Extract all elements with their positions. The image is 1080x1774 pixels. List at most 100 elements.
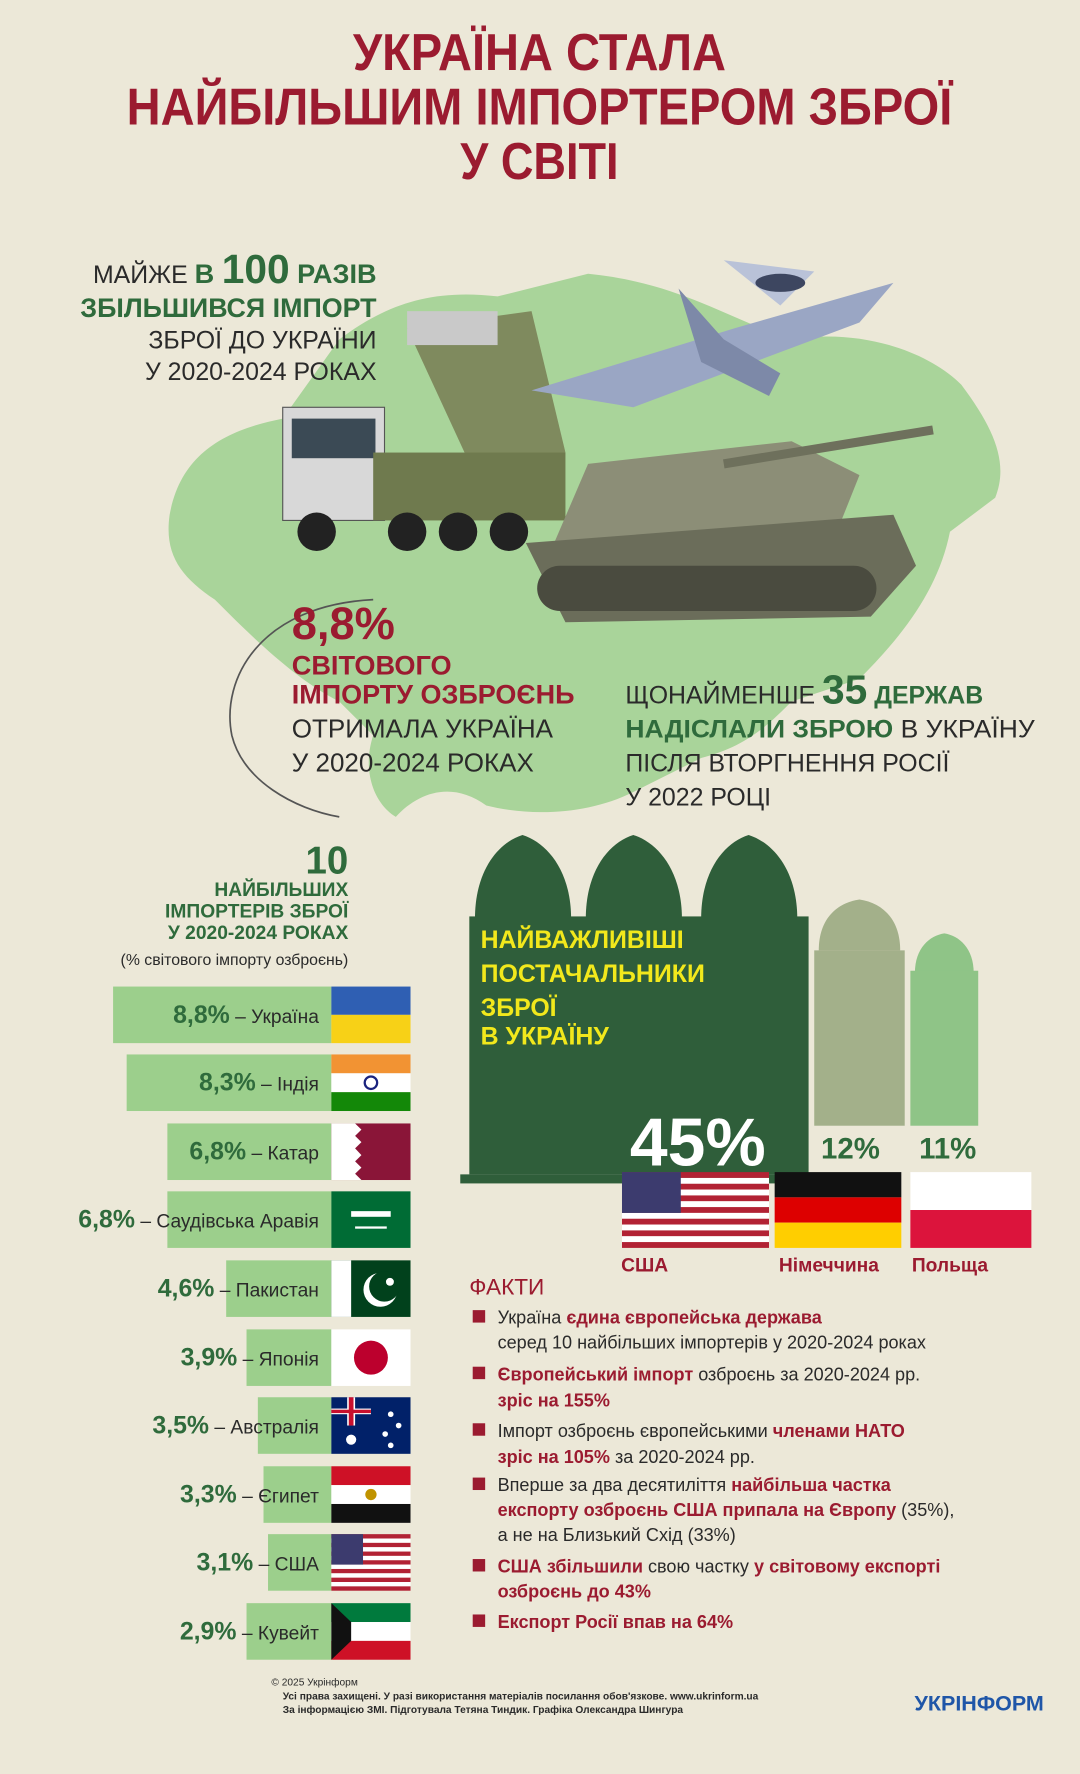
flag-kw bbox=[331, 1603, 411, 1660]
fact-text: США збільшили свою частку у світовому ек… bbox=[498, 1557, 941, 1577]
fact-text: зріс на 155% bbox=[498, 1390, 610, 1410]
flag-part bbox=[621, 1224, 770, 1231]
fact-text-part: серед 10 найбільших імпортерів у 2020-20… bbox=[498, 1333, 926, 1353]
row-label-part: – Індія bbox=[256, 1075, 319, 1096]
flag-part bbox=[621, 1172, 681, 1213]
supplier-share: 11% bbox=[919, 1133, 976, 1166]
suppliers-title-part: ПОСТАЧАЛЬНИКИ bbox=[481, 960, 705, 988]
fact-text: Імпорт озброєнь європейськими членами НА… bbox=[498, 1421, 905, 1441]
states-text: ПІСЛЯ ВТОРГНЕННЯ РОСІЇ bbox=[625, 750, 949, 778]
fact-text-part: Експорт Росії впав на 64% bbox=[498, 1612, 734, 1632]
supplier-country: Польща bbox=[912, 1256, 989, 1277]
fact-text-part: Європейський імпорт bbox=[498, 1364, 694, 1384]
top10-title-part: НАЙБІЛЬШИХ bbox=[214, 879, 348, 901]
flag-qa bbox=[331, 1123, 411, 1181]
row-label: 3,3% – Єгипет bbox=[180, 1480, 319, 1508]
share-text: ІМПОРТУ ОЗБРОЄНЬ bbox=[292, 679, 575, 710]
row-label: 8,8% – Україна bbox=[173, 1001, 319, 1029]
flag-part bbox=[331, 1092, 411, 1112]
flag-part bbox=[910, 1172, 1032, 1211]
footer-logo: УКРІНФОРМ bbox=[915, 1692, 1044, 1716]
supplier-shells bbox=[460, 834, 979, 1184]
flag-part bbox=[385, 1277, 394, 1286]
row-label-part: 8,3% bbox=[199, 1069, 256, 1097]
row-bar bbox=[226, 1260, 332, 1317]
share-text-part: ІМПОРТУ ОЗБРОЄНЬ bbox=[292, 679, 575, 710]
top10-title: ІМПОРТЕРІВ ЗБРОЇ bbox=[165, 902, 349, 923]
row-bar bbox=[167, 1191, 332, 1248]
flag-part bbox=[331, 1547, 411, 1552]
flag-part bbox=[331, 1640, 411, 1660]
growth-text-part: ЗБРОЇ ДО УКРАЇНИ bbox=[148, 326, 376, 354]
flag-part bbox=[621, 1212, 770, 1219]
fact-text: Експорт Росії впав на 64% bbox=[498, 1612, 734, 1632]
title-part: У СВІТІ bbox=[460, 133, 618, 191]
growth-text: МАЙЖЕ В 100 РАЗІВ bbox=[93, 246, 377, 292]
suppliers-title-part: В УКРАЇНУ bbox=[481, 1022, 610, 1050]
suppliers-title: НАЙВАЖЛИВІШІ bbox=[481, 924, 684, 954]
flag-part bbox=[331, 1123, 362, 1181]
flag-part bbox=[621, 1201, 770, 1208]
flag-in bbox=[331, 1054, 411, 1112]
fact-text-part: а не на Близький Схід (33%) bbox=[498, 1525, 736, 1545]
flag-part bbox=[365, 1077, 377, 1088]
share-value: 8,8% bbox=[292, 598, 395, 649]
fact-bullet bbox=[472, 1559, 486, 1572]
suppliers-title-part: НАЙВАЖЛИВІШІ bbox=[481, 924, 684, 954]
growth-text-part: У 2020-2024 РОКАХ bbox=[145, 358, 377, 386]
flag-sa bbox=[331, 1191, 411, 1248]
fact-text-part: зріс на 105% bbox=[498, 1447, 610, 1467]
flag-part bbox=[331, 1014, 411, 1044]
share-text: СВІТОВОГО bbox=[292, 649, 452, 680]
fact-bullet bbox=[472, 1477, 486, 1491]
share-value-part: 8,8% bbox=[292, 598, 395, 649]
supplier-share-part: 11% bbox=[919, 1133, 976, 1166]
row-label: 3,5% – Австралія bbox=[152, 1411, 319, 1439]
row-label-part: 8,8% bbox=[173, 1001, 230, 1029]
top10-count-part: 10 bbox=[306, 839, 349, 882]
growth-text-part: В bbox=[195, 258, 222, 289]
row-bar bbox=[263, 1466, 332, 1523]
row-label-part: – Саудівська Аравія bbox=[135, 1212, 319, 1233]
footer-text-part: © 2025 Укрінформ bbox=[271, 1677, 357, 1689]
flag-part bbox=[331, 1534, 411, 1539]
flag-part bbox=[621, 1189, 770, 1196]
flag-part bbox=[331, 1568, 411, 1574]
flag-part bbox=[331, 1603, 352, 1660]
flag-part bbox=[351, 1211, 391, 1217]
fighter-jet bbox=[531, 260, 894, 408]
flag-part bbox=[774, 1172, 902, 1198]
shell bbox=[474, 834, 572, 919]
row-label-part: – Катар bbox=[246, 1144, 319, 1165]
row-label-part: 3,3% bbox=[180, 1480, 237, 1508]
share-text-part: СВІТОВОГО bbox=[292, 649, 452, 680]
fact-text-part: США збільшили bbox=[498, 1557, 643, 1577]
row-label-part: – Єгипет bbox=[237, 1486, 319, 1507]
row-bar bbox=[268, 1534, 332, 1591]
fact-text-part: найбільша частка bbox=[731, 1475, 891, 1495]
row-label: 3,1% – США bbox=[197, 1548, 320, 1576]
fact-text-part: за 2020-2024 рр. bbox=[610, 1447, 755, 1467]
flag-part bbox=[331, 1466, 411, 1486]
flag-part bbox=[621, 1236, 770, 1243]
fact-text-part: озброєнь до 43% bbox=[498, 1582, 651, 1602]
row-label-part: – Пакистан bbox=[214, 1281, 318, 1302]
supplier-share: 12% bbox=[821, 1133, 880, 1166]
fact-text-part: Імпорт озброєнь європейськими bbox=[498, 1421, 773, 1441]
missile-truck bbox=[282, 311, 566, 551]
row-bar bbox=[167, 1123, 332, 1181]
fact-text-part: експорту озброєнь США припала на Європу bbox=[498, 1500, 897, 1520]
growth-text: ЗБІЛЬШИВСЯ ІМПОРТ bbox=[80, 292, 377, 323]
supplier-country-part: Польща bbox=[912, 1256, 989, 1277]
flag-part bbox=[621, 1218, 770, 1225]
flag-part bbox=[331, 1577, 411, 1583]
supplier-share: 45% bbox=[630, 1105, 766, 1180]
row-label-part: 4,6% bbox=[158, 1275, 215, 1303]
title: УКРАЇНА СТАЛА bbox=[353, 24, 726, 82]
top10-subtitle-part: (% світового імпорту озброєнь) bbox=[121, 952, 349, 969]
fact-text-part: свою частку bbox=[643, 1557, 754, 1577]
share-text-part: ОТРИМАЛА УКРАЇНА bbox=[292, 714, 554, 744]
states-text-part: НАДІСЛАЛИ ЗБРОЮ bbox=[625, 716, 893, 744]
states-text-part: В УКРАЇНУ bbox=[893, 716, 1035, 744]
